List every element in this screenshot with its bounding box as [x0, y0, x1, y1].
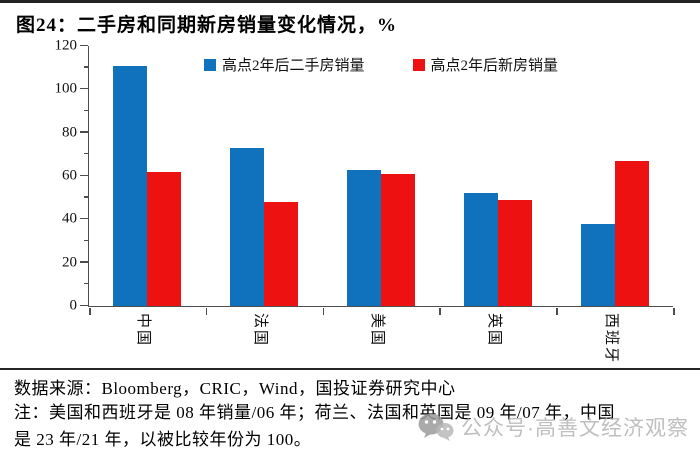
x-axis-label: 法国 — [252, 313, 269, 348]
x-axis-label: 美国 — [369, 313, 385, 348]
x-axis-tick — [556, 308, 558, 315]
x-axis-label: 中国 — [135, 313, 152, 348]
top-rule — [0, 0, 700, 3]
bar — [264, 202, 299, 306]
bar — [380, 173, 415, 306]
legend-label: 高点2年后二手房销量 — [221, 58, 365, 74]
bar — [497, 199, 532, 306]
y-axis-major-tick — [80, 261, 88, 263]
bar-group-3 — [323, 46, 440, 306]
bar — [230, 147, 265, 306]
y-axis-tick-label: 100 — [54, 80, 78, 97]
data-source-text: 数据来源：Bloomberg，CRIC，Wind，国投证券研究中心 — [14, 379, 456, 398]
legend-swatch-icon — [203, 58, 216, 71]
y-axis-minor-tick — [84, 282, 88, 285]
x-axis-label: 西班牙 — [602, 313, 619, 365]
x-axis-tick — [439, 308, 441, 315]
bar — [113, 65, 148, 306]
bar — [580, 223, 615, 306]
footnote-line-1: 注：美国和西班牙是 08 年销量/06 年；荷兰、法国和英国是 09 年/07 … — [14, 403, 615, 422]
bar-chart-plot-area: 0 20 40 60 80 100 120 高点2年后二手房销量 高点2年后新房销量 — [55, 38, 675, 315]
bar — [147, 171, 182, 306]
y-axis-major-tick — [80, 44, 88, 46]
x-axis-tick — [322, 308, 325, 315]
y-axis-major-tick — [80, 304, 88, 306]
legend-swatch-icon — [412, 58, 425, 71]
bar — [346, 169, 381, 306]
bar — [463, 193, 498, 306]
legend-item: 高点2年后二手房销量 — [203, 54, 365, 75]
y-axis-minor-tick — [84, 239, 88, 241]
y-axis-minor-tick — [84, 66, 88, 68]
bar — [614, 160, 649, 306]
x-axis-tick — [673, 308, 675, 315]
bar-group-1 — [89, 46, 206, 306]
y-axis-tick-label: 60 — [62, 167, 77, 184]
y-axis-major-tick — [80, 217, 88, 220]
y-axis-major-tick — [80, 131, 88, 133]
footer-separator — [0, 368, 700, 370]
y-axis-tick-label: 20 — [62, 254, 77, 271]
watermark-text: 公众号·高善文经济观察 — [461, 417, 689, 440]
bar-groups — [89, 46, 673, 306]
wechat-bubbles-icon — [418, 412, 454, 442]
x-axis-tick — [89, 308, 91, 315]
bar-group-2 — [206, 46, 323, 306]
x-axis-label: 英国 — [485, 313, 502, 348]
watermark: 公众号·高善文经济观察 — [418, 412, 689, 442]
x-axis-tick — [205, 308, 208, 315]
footnote-line-2: 是 23 年/21 年，以被比较年份为 100。 — [14, 430, 312, 449]
legend-label: 高点2年后新房销量 — [430, 58, 559, 74]
y-axis-major-tick — [80, 87, 88, 90]
y-axis-tick-label: 0 — [69, 297, 78, 314]
page-title: 图24：二手房和同期新房销量变化情况，% — [16, 15, 398, 36]
legend-item: 高点2年后新房销量 — [412, 54, 559, 75]
bar-group-4 — [439, 46, 556, 306]
y-axis-tick-label: 120 — [54, 37, 78, 54]
footnote-text: 注：美国和西班牙是 08 年销量/06 年；荷兰、法国和英国是 09 年/07 … — [14, 399, 692, 453]
y-axis-minor-tick — [84, 109, 88, 111]
bar-group-5 — [556, 46, 673, 306]
chart-legend: 高点2年后二手房销量 高点2年后新房销量 — [89, 54, 673, 75]
y-axis-major-tick — [80, 174, 88, 176]
y-axis-minor-tick — [84, 196, 88, 198]
y-axis-tick-label: 40 — [62, 210, 77, 227]
y-axis-minor-tick — [84, 152, 88, 155]
y-axis-tick-label: 80 — [62, 124, 77, 141]
